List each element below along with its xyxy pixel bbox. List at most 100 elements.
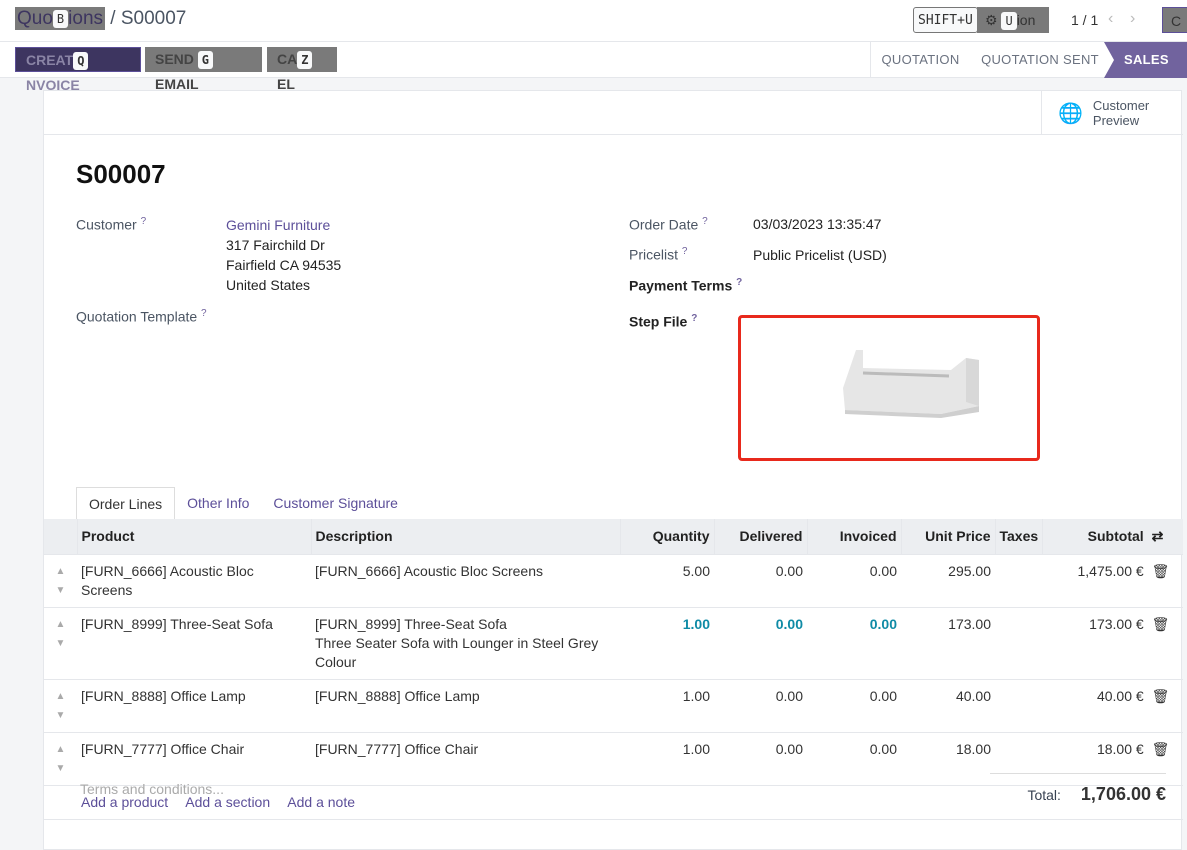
total-amount: 1,706.00 € (1080, 784, 1166, 804)
total-label: Total: (1027, 787, 1061, 803)
quantity-cell[interactable]: 1.00 (620, 731, 714, 785)
tab-customer-signature[interactable]: Customer Signature (273, 495, 398, 511)
description-cell[interactable]: [FURN_8888] Office Lamp (311, 678, 620, 732)
taxes-cell[interactable] (995, 731, 1043, 785)
globe-icon: 🌐 (1058, 102, 1083, 125)
subtotal-cell: 40.00 € (1042, 678, 1148, 732)
unit-price-cell[interactable]: 295.00 (901, 553, 995, 607)
table-row[interactable]: ▲ ▼ [FURN_7777] Office Chair [FURN_7777] … (44, 731, 1183, 785)
column-header[interactable]: Subtotal (1042, 519, 1148, 554)
pricelist-field[interactable]: Public Pricelist (USD) (753, 247, 887, 263)
notebook-tabs: Order Lines Other Info Customer Signatur… (76, 487, 410, 520)
trash-icon[interactable]: 🗑 (1147, 678, 1183, 732)
trash-icon[interactable]: 🗑 (1147, 731, 1183, 785)
stage-quotation-sent[interactable]: QUOTATION SENT (981, 52, 1099, 67)
product-cell[interactable]: [FURN_8999] Three-Seat Sofa (77, 606, 311, 679)
total-summary: Total: 1,706.00 € (990, 773, 1166, 805)
product-cell[interactable]: [FURN_6666] Acoustic Bloc Screens (77, 553, 311, 607)
previous-icon[interactable]: ‹ (1108, 10, 1114, 27)
order-date-field[interactable]: 03/03/2023 13:35:47 (753, 216, 882, 232)
quantity-cell[interactable]: 5.00 (620, 553, 714, 607)
shortcut-hint: B (52, 9, 69, 28)
tab-other-info[interactable]: Other Info (187, 495, 250, 511)
stage-sales-order[interactable]: SALES ORDER (1104, 42, 1187, 78)
drag-handle-icon[interactable]: ▲ ▼ (44, 731, 77, 785)
table-row[interactable]: ▲ ▼ [FURN_6666] Acoustic Bloc Screens [FU… (44, 553, 1183, 607)
add-product-link[interactable]: Add a product (81, 793, 169, 810)
description-line: [FURN_7777] Office Chair (315, 740, 479, 757)
unit-price-cell[interactable]: 173.00 (901, 606, 995, 679)
drag-handle-icon[interactable]: ▲ ▼ (44, 553, 77, 607)
invoiced-cell: 0.00 (807, 731, 901, 785)
unit-price-cell[interactable]: 18.00 (901, 731, 995, 785)
column-header[interactable]: Product (77, 519, 312, 554)
order-lines-table: Product Description Quantity Delivered I… (44, 519, 1183, 820)
status-row: CREAT Q NVOICE SEND G EMAIL CA ZEL QUOTATION… (0, 42, 1187, 93)
column-header[interactable]: Taxes (995, 519, 1044, 554)
unit-price-cell[interactable]: 40.00 (901, 678, 995, 732)
address-line: United States (226, 277, 311, 293)
customer-link[interactable]: Gemini Furniture (226, 217, 331, 233)
trash-icon[interactable]: 🗑 (1147, 553, 1183, 607)
description-cell[interactable]: [FURN_7777] Office Chair (311, 731, 620, 785)
create-button[interactable]: C (1162, 7, 1187, 33)
invoiced-cell: 0.00 (807, 678, 901, 732)
column-header[interactable]: Delivered (714, 519, 808, 554)
create-invoice-button[interactable]: CREAT Q NVOICE (15, 47, 141, 93)
tab-order-lines[interactable]: Order Lines (76, 487, 176, 520)
optional-columns-icon[interactable]: ⇄ (1147, 519, 1183, 554)
taxes-cell[interactable] (995, 606, 1043, 679)
breadcrumb-text: Quo (17, 8, 53, 29)
table-row[interactable]: ▲ ▼ [FURN_8999] Three-Seat Sofa [FURN_899… (44, 606, 1183, 679)
taxes-cell[interactable] (995, 553, 1043, 607)
taxes-cell[interactable] (995, 678, 1043, 732)
breadcrumb-current: S00007 (120, 8, 187, 29)
shortcut-hint: Z (297, 51, 313, 70)
quantity-cell[interactable]: 1.00 (620, 606, 714, 679)
table-row[interactable]: ▲ ▼ [FURN_8888] Office Lamp [FURN_8888] O… (44, 678, 1183, 732)
record-title: S00007 (76, 159, 166, 189)
button-label: EL (277, 76, 295, 92)
description-line: [FURN_8888] Office Lamp (315, 687, 480, 704)
trash-icon[interactable]: 🗑 (1147, 606, 1183, 679)
stage-quotation[interactable]: QUOTATION (870, 42, 970, 78)
product-cell[interactable]: [FURN_7777] Office Chair (77, 731, 311, 785)
terms-input[interactable]: Terms and conditions... (80, 781, 224, 797)
next-icon[interactable]: › (1130, 10, 1136, 27)
description-cell[interactable]: [FURN_6666] Acoustic Bloc Screens (311, 553, 620, 607)
quantity-cell[interactable]: 1.00 (620, 678, 714, 732)
column-header[interactable]: Quantity (620, 519, 715, 554)
invoiced-cell: 0.00 (807, 553, 901, 607)
drag-handle-icon[interactable]: ▲ ▼ (44, 678, 77, 732)
column-header[interactable]: Invoiced (807, 519, 902, 554)
step-file-viewer[interactable] (738, 315, 1040, 461)
column-header[interactable]: Unit Price (901, 519, 996, 554)
product-cell[interactable]: [FURN_8888] Office Lamp (77, 678, 311, 732)
cancel-button[interactable]: CA ZEL (267, 47, 337, 92)
delivered-cell: 0.00 (714, 553, 807, 607)
button-label: CREAT (26, 52, 74, 68)
delivered-cell: 0.00 (714, 678, 807, 732)
customer-preview-button[interactable]: 🌐 Customer Preview (1041, 91, 1183, 135)
customer-field[interactable]: Gemini Furniture 317 Fairchild Dr Fairfi… (226, 215, 341, 295)
gear-icon: ⚙ (985, 12, 998, 28)
add-section-link[interactable]: Add a section (185, 793, 271, 810)
send-email-button[interactable]: SEND G EMAIL (145, 47, 262, 92)
add-note-link[interactable]: Add a note (287, 793, 355, 810)
shortcut-hint: SHIFT+U (913, 7, 978, 33)
description-cell[interactable]: [FURN_8999] Three-Seat Sofa Three Seater … (311, 606, 620, 679)
breadcrumb-text: ions (68, 8, 104, 29)
customer-label: Customer ? (76, 216, 147, 233)
step-file-label: Step File ? (629, 313, 698, 330)
description-line: Three Seater Sofa with Lounger in Steel … (315, 634, 599, 651)
drag-handle-icon[interactable]: ▲ ▼ (44, 606, 77, 679)
address-line: 317 Fairchild Dr (226, 237, 325, 253)
button-label: SEND (155, 51, 194, 67)
description-line: [FURN_6666] Acoustic Bloc Screens (315, 562, 543, 579)
column-header[interactable]: Description (311, 519, 621, 554)
description-line: Colour (315, 653, 357, 670)
